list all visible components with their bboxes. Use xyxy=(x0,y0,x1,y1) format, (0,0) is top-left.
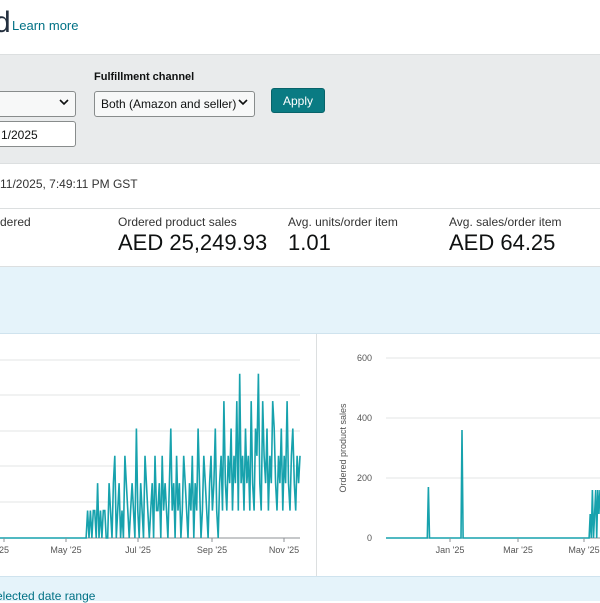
fulfillment-channel-label: Fulfillment channel xyxy=(94,71,195,83)
chart-toolbar-band xyxy=(0,267,600,334)
charts-panel: 25 May '25 Jul '25 Sep '25 Nov '25 0 200 400 60… xyxy=(0,334,600,576)
metric-label-units-ordered: dered xyxy=(0,215,31,229)
apply-button[interactable]: Apply xyxy=(271,88,325,113)
x-tick-label: 25 xyxy=(0,545,9,555)
units-ordered-chart: 25 May '25 Jul '25 Sep '25 Nov '25 xyxy=(0,359,301,555)
metric-label-ordered-product-sales: Ordered product sales xyxy=(118,215,237,229)
y-tick-label: 200 xyxy=(357,473,372,483)
last-updated-timestamp: 11/2025, 7:49:11 PM GST xyxy=(0,177,138,191)
fulfillment-channel-select[interactable]: Both (Amazon and seller) xyxy=(94,91,255,117)
compare-band xyxy=(0,576,600,601)
selected-date-range-link[interactable]: elected date range xyxy=(0,589,96,603)
end-date-input[interactable]: 1/2025 xyxy=(0,121,76,147)
ordered-product-sales-chart: 0 200 400 600 Ordered product sales Jan '25 Ma… xyxy=(338,353,600,555)
divider xyxy=(0,208,600,209)
chevron-down-icon xyxy=(238,99,248,106)
page-title: d xyxy=(0,6,11,39)
date-range-select[interactable] xyxy=(0,91,76,117)
x-tick-label: Sep '25 xyxy=(197,545,227,555)
y-tick-label: 600 xyxy=(357,353,372,363)
chevron-down-icon xyxy=(59,99,69,106)
metric-value-avg-sales: AED 64.25 xyxy=(449,230,556,255)
filter-bar: 1/2025 Both (Amazon and seller) xyxy=(0,54,600,164)
fulfillment-channel-value: Both (Amazon and seller) xyxy=(101,97,237,111)
x-tick-label: Nov '25 xyxy=(269,545,299,555)
divider xyxy=(0,266,600,267)
x-tick-label: Mar '25 xyxy=(503,545,533,555)
x-tick-label: Jan '25 xyxy=(436,545,465,555)
ordered-product-sales-series-line xyxy=(386,429,600,539)
metric-label-avg-sales: Avg. sales/order item xyxy=(449,215,562,229)
y-axis-label: Ordered product sales xyxy=(338,403,348,493)
x-tick-label: May '25 xyxy=(50,545,81,555)
y-tick-label: 400 xyxy=(357,413,372,423)
x-tick-label: May '25 xyxy=(568,545,599,555)
learn-more-link[interactable]: Learn more xyxy=(12,18,79,33)
metric-label-avg-units: Avg. units/order item xyxy=(288,215,398,229)
end-date-value: 1/2025 xyxy=(1,128,38,142)
metric-value-avg-units: 1.01 xyxy=(288,230,331,255)
metric-value-ordered-product-sales: AED 25,249.93 xyxy=(118,230,268,255)
chart-divider xyxy=(316,334,317,576)
y-tick-label: 0 xyxy=(367,533,372,543)
x-tick-label: Jul '25 xyxy=(125,545,151,555)
units-ordered-series-line xyxy=(0,373,301,539)
